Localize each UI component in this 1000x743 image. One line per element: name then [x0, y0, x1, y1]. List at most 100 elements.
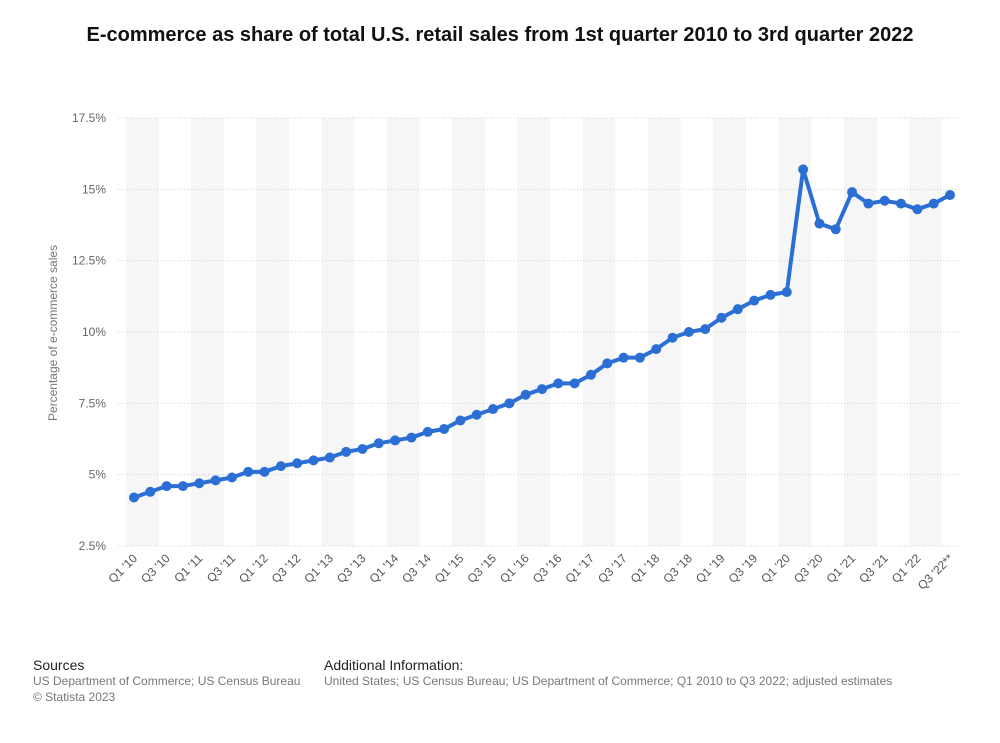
gridlines: [118, 117, 960, 547]
x-tick-label: Q3 '17: [595, 551, 630, 586]
x-tick-label: Q1 '10: [105, 551, 140, 586]
data-point[interactable]: [798, 164, 809, 175]
data-point[interactable]: [732, 304, 743, 315]
x-tick-label: Q1 '17: [562, 551, 597, 586]
x-tick-label: Q3 '10: [138, 551, 173, 586]
data-point[interactable]: [945, 190, 955, 201]
y-tick-label: 15%: [82, 182, 106, 196]
data-point[interactable]: [928, 198, 939, 209]
y-tick-label: 17.5%: [72, 111, 106, 125]
data-point[interactable]: [863, 198, 874, 209]
data-point[interactable]: [210, 475, 221, 486]
data-point[interactable]: [324, 452, 335, 463]
data-point[interactable]: [781, 287, 792, 298]
data-point[interactable]: [667, 332, 678, 343]
x-tick-label: Q1 '11: [171, 551, 205, 585]
column-band: [256, 118, 290, 546]
x-tick-label: Q3 '16: [530, 551, 565, 586]
data-point[interactable]: [275, 461, 286, 472]
data-point[interactable]: [471, 409, 482, 420]
x-tick-label: Q3 '20: [791, 551, 826, 586]
data-point[interactable]: [683, 327, 694, 337]
copyright-text: © Statista 2023: [33, 690, 116, 704]
sources-block: Sources US Department of Commerce; US Ce…: [33, 657, 300, 705]
data-point[interactable]: [634, 352, 645, 363]
data-point[interactable]: [177, 481, 188, 492]
x-tick-label: Q1 '20: [758, 551, 793, 586]
x-tick-label: Q1 '18: [628, 551, 663, 586]
x-tick-label: Q1 '15: [432, 551, 467, 586]
x-tick-label: Q3 '14: [399, 551, 434, 586]
data-point[interactable]: [161, 481, 172, 492]
data-point[interactable]: [488, 404, 499, 415]
series-layer: [129, 164, 955, 503]
data-point[interactable]: [292, 458, 303, 469]
data-point[interactable]: [553, 378, 564, 389]
x-tick-label: Q3 '11: [204, 551, 238, 585]
data-point[interactable]: [520, 389, 531, 400]
data-point[interactable]: [814, 218, 825, 229]
x-tick-label: Q1 '14: [367, 551, 402, 586]
data-point[interactable]: [373, 438, 384, 449]
data-point[interactable]: [749, 295, 760, 306]
data-point[interactable]: [129, 492, 139, 503]
data-point[interactable]: [602, 358, 613, 369]
data-point[interactable]: [569, 378, 580, 389]
data-point[interactable]: [537, 384, 547, 395]
x-tick-label: Q3 '22**: [915, 551, 956, 592]
data-point[interactable]: [830, 224, 841, 235]
x-tick-label: Q1 '16: [497, 551, 532, 586]
data-point[interactable]: [765, 289, 776, 300]
data-point[interactable]: [145, 486, 156, 497]
data-point[interactable]: [896, 198, 907, 209]
y-axis-label: Percentage of e-commerce sales: [46, 245, 60, 421]
x-tick-label: Q3 '13: [334, 551, 369, 586]
sources-heading: Sources: [33, 657, 85, 673]
x-tick-label: Q1 '21: [824, 551, 859, 586]
y-tick-label: 10%: [82, 325, 106, 339]
x-tick-label: Q3 '15: [465, 551, 500, 586]
data-point[interactable]: [357, 443, 368, 454]
x-tick-label: Q1 '12: [236, 551, 271, 586]
data-point[interactable]: [194, 478, 205, 489]
data-point[interactable]: [700, 324, 711, 335]
y-tick-label: 7.5%: [79, 396, 107, 410]
y-axis-ticks: 2.5% 5% 7.5% 10% 12.5% 15% 17.5%: [72, 111, 106, 553]
additional-info-heading: Additional Information:: [324, 657, 464, 673]
data-point[interactable]: [847, 187, 858, 198]
sources-text: US Department of Commerce; US Census Bur…: [33, 674, 301, 688]
chart-title: E-commerce as share of total U.S. retail…: [86, 24, 914, 46]
x-tick-label: Q1 '19: [693, 551, 728, 586]
data-point[interactable]: [406, 432, 417, 443]
data-point[interactable]: [912, 204, 923, 215]
x-tick-label: Q3 '21: [856, 551, 891, 586]
x-tick-label: Q3 '12: [269, 551, 304, 586]
x-tick-label: Q3 '19: [726, 551, 761, 586]
column-band: [517, 118, 551, 546]
data-point[interactable]: [455, 415, 466, 426]
additional-info-text: United States; US Census Bureau; US Depa…: [324, 674, 893, 688]
x-tick-label: Q1 '13: [301, 551, 336, 586]
data-point[interactable]: [439, 424, 450, 435]
data-point[interactable]: [259, 466, 270, 477]
data-point[interactable]: [243, 466, 254, 477]
y-tick-label: 2.5%: [79, 539, 107, 553]
data-point[interactable]: [422, 426, 433, 437]
y-tick-label: 12.5%: [72, 254, 106, 268]
data-point[interactable]: [716, 312, 727, 323]
data-point[interactable]: [390, 435, 401, 446]
x-tick-label: Q3 '18: [660, 551, 695, 586]
data-point[interactable]: [879, 195, 890, 206]
data-point[interactable]: [341, 446, 352, 457]
y-tick-label: 5%: [89, 468, 107, 482]
data-point[interactable]: [651, 344, 662, 355]
data-point[interactable]: [226, 472, 237, 483]
data-point[interactable]: [618, 352, 629, 363]
data-point[interactable]: [308, 455, 319, 466]
column-bands: [125, 118, 942, 546]
data-point[interactable]: [504, 398, 515, 409]
additional-info-block: Additional Information: United States; U…: [324, 657, 892, 689]
data-point[interactable]: [585, 369, 596, 380]
